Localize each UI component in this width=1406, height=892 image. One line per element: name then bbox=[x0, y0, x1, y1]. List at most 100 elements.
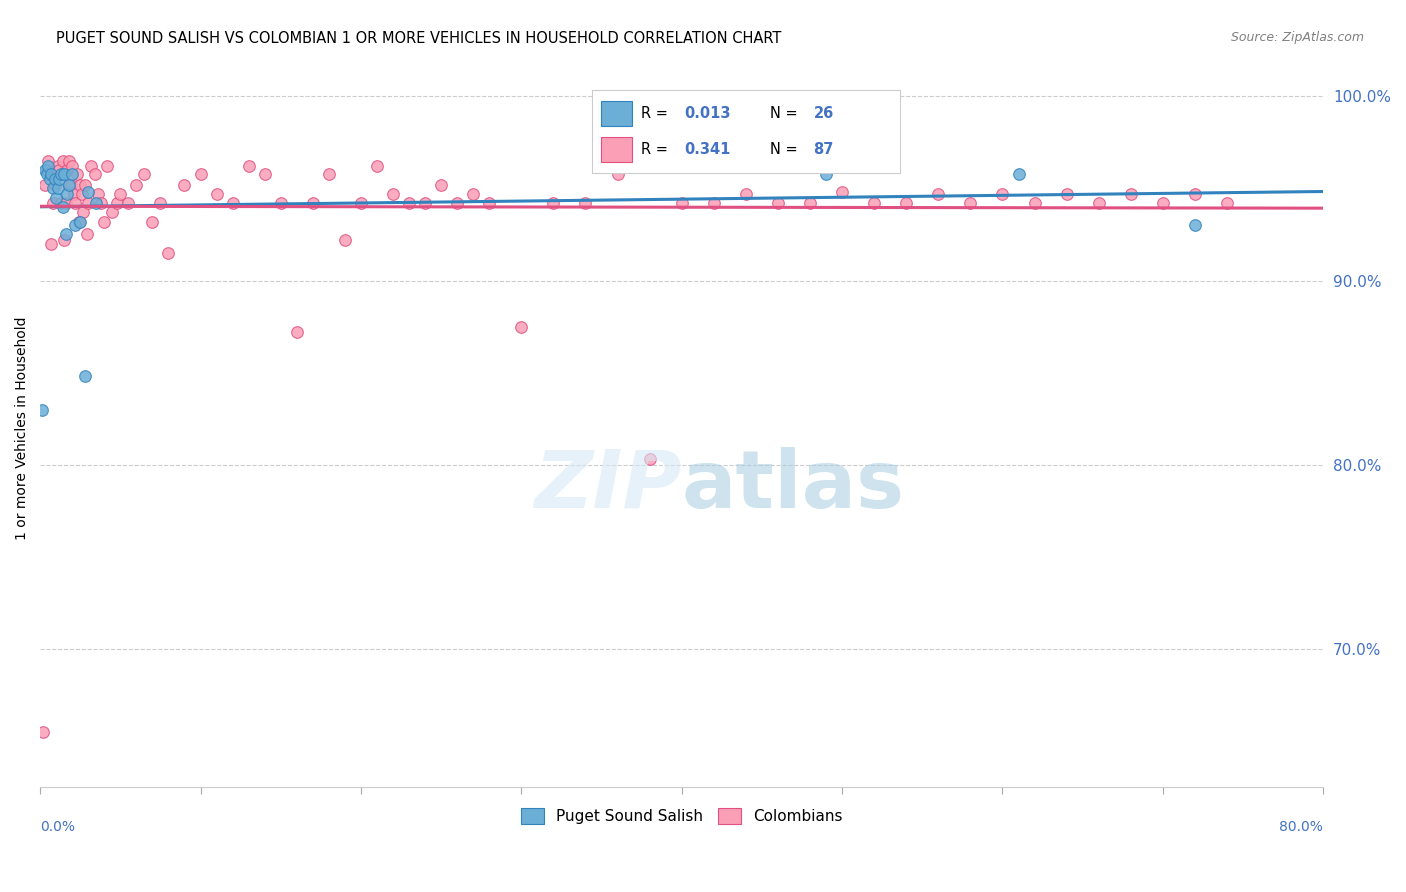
Point bbox=[1184, 218, 1206, 232]
Point bbox=[41, 167, 63, 181]
Point bbox=[543, 196, 565, 211]
Text: PUGET SOUND SALISH VS COLOMBIAN 1 OR MORE VEHICLES IN HOUSEHOLD CORRELATION CHAR: PUGET SOUND SALISH VS COLOMBIAN 1 OR MOR… bbox=[56, 31, 782, 46]
Point bbox=[333, 233, 356, 247]
Point bbox=[51, 200, 73, 214]
Point bbox=[31, 402, 53, 417]
Point bbox=[253, 167, 276, 181]
Point bbox=[301, 196, 323, 211]
Point bbox=[65, 196, 87, 211]
Point bbox=[38, 172, 60, 186]
Point bbox=[1152, 196, 1174, 211]
Point bbox=[446, 196, 468, 211]
Point bbox=[734, 186, 756, 201]
Point bbox=[59, 178, 82, 192]
Point bbox=[703, 196, 725, 211]
Point bbox=[34, 178, 56, 192]
Point bbox=[53, 167, 76, 181]
Point bbox=[37, 159, 59, 173]
Point bbox=[42, 181, 65, 195]
Point bbox=[48, 172, 70, 186]
Point bbox=[34, 162, 56, 177]
Point bbox=[896, 196, 918, 211]
Point bbox=[46, 159, 69, 173]
Point bbox=[55, 227, 77, 242]
Point bbox=[84, 196, 107, 211]
Point bbox=[77, 185, 100, 199]
Point bbox=[671, 196, 693, 211]
Point bbox=[58, 178, 80, 192]
Point bbox=[318, 167, 340, 181]
Point bbox=[67, 214, 90, 228]
Point bbox=[93, 214, 115, 228]
Text: ZIP: ZIP bbox=[534, 447, 682, 524]
Point bbox=[73, 178, 96, 192]
Point bbox=[606, 167, 628, 181]
Point bbox=[221, 196, 243, 211]
Point bbox=[76, 227, 98, 242]
Point bbox=[831, 185, 853, 199]
Point bbox=[83, 167, 105, 181]
Point bbox=[60, 159, 83, 173]
Point bbox=[1007, 167, 1029, 181]
Point bbox=[62, 186, 84, 201]
Text: Source: ZipAtlas.com: Source: ZipAtlas.com bbox=[1230, 31, 1364, 45]
Point bbox=[478, 196, 501, 211]
Point bbox=[1216, 196, 1239, 211]
Point bbox=[1024, 196, 1046, 211]
Text: 80.0%: 80.0% bbox=[1279, 820, 1323, 834]
Point bbox=[134, 167, 156, 181]
Point bbox=[69, 178, 91, 192]
Point bbox=[46, 181, 69, 195]
Point bbox=[190, 167, 212, 181]
Point bbox=[45, 190, 67, 204]
Point bbox=[125, 178, 148, 192]
Point bbox=[991, 186, 1014, 201]
Text: atlas: atlas bbox=[682, 447, 905, 524]
Point bbox=[1119, 186, 1142, 201]
Point bbox=[205, 186, 228, 201]
Point bbox=[863, 196, 886, 211]
Point bbox=[41, 236, 63, 251]
Point bbox=[51, 153, 73, 168]
Point bbox=[77, 196, 100, 211]
Point bbox=[49, 196, 72, 211]
Point bbox=[58, 153, 80, 168]
Point bbox=[35, 162, 58, 177]
Point bbox=[38, 167, 60, 181]
Point bbox=[430, 178, 453, 192]
Point bbox=[413, 196, 436, 211]
Point bbox=[398, 196, 420, 211]
Point bbox=[32, 725, 55, 739]
Point bbox=[53, 233, 76, 247]
Point bbox=[173, 178, 195, 192]
Point bbox=[638, 452, 661, 467]
Point bbox=[44, 172, 66, 186]
Point bbox=[87, 186, 110, 201]
Point bbox=[72, 205, 94, 219]
Point bbox=[56, 162, 79, 177]
Point bbox=[1184, 186, 1206, 201]
Point bbox=[959, 196, 981, 211]
Point bbox=[766, 196, 789, 211]
Point bbox=[96, 159, 118, 173]
Point bbox=[69, 214, 91, 228]
Point bbox=[815, 167, 838, 181]
Point bbox=[1056, 186, 1078, 201]
Text: 0.0%: 0.0% bbox=[41, 820, 75, 834]
Point bbox=[117, 196, 139, 211]
Point bbox=[49, 167, 72, 181]
Point bbox=[90, 196, 112, 211]
Point bbox=[65, 218, 87, 232]
Point bbox=[56, 186, 79, 201]
Point bbox=[463, 186, 485, 201]
Point bbox=[105, 196, 128, 211]
Point bbox=[45, 167, 67, 181]
Point bbox=[37, 153, 59, 168]
Point bbox=[366, 159, 388, 173]
Point bbox=[285, 325, 308, 339]
Point bbox=[80, 159, 103, 173]
Point bbox=[270, 196, 292, 211]
Point bbox=[149, 196, 172, 211]
Point bbox=[799, 196, 821, 211]
Point bbox=[927, 186, 949, 201]
